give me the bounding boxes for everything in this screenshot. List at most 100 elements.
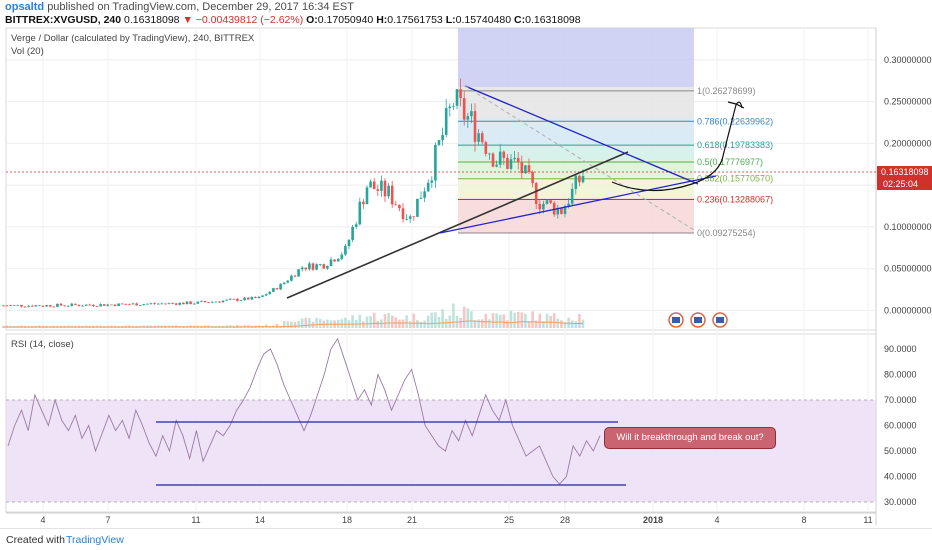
high-label: H: (376, 14, 388, 26)
rsi-tick-label: 40.0000 (884, 472, 917, 482)
candle-body (282, 282, 286, 285)
candle-body (560, 207, 563, 214)
triangle-lower-line[interactable] (439, 175, 717, 234)
candle-body (426, 182, 430, 192)
volume-legend: Vol (20) (11, 46, 44, 57)
volume-bar (405, 315, 408, 328)
flag-canton (672, 317, 680, 323)
fib-zone-4 (458, 160, 694, 177)
candle-body (419, 197, 423, 199)
candle-body (394, 204, 398, 206)
candle-body (23, 306, 27, 308)
candle-body (63, 305, 66, 307)
candle-body (102, 304, 106, 306)
candlesticks[interactable] (2, 78, 585, 308)
chart-canvas[interactable]: 1(0.26278699) 0.786(0.22639962) 0.618(0.19… (0, 0, 932, 528)
volume-bar (416, 320, 419, 328)
candle-body (495, 164, 498, 167)
volume-bar (398, 319, 401, 328)
candle-body (311, 263, 315, 270)
event-flags[interactable] (668, 312, 728, 328)
candle-body (261, 295, 264, 297)
candle-body (142, 304, 146, 306)
time-tick-label: 11 (863, 515, 872, 525)
fib-diagonal-line (464, 85, 695, 231)
candle-body (531, 172, 534, 184)
fib-zone-1 (458, 87, 694, 118)
time-axis[interactable]: 4 7 11 14 18 21 25 28 2018 4 8 11 (40, 515, 872, 525)
volume-bar (275, 323, 279, 328)
candle-body (333, 259, 336, 262)
candle-body (99, 304, 102, 307)
candle-body (326, 266, 329, 269)
candle-body (232, 298, 236, 300)
price-pane[interactable] (5, 27, 877, 331)
candle-body (527, 165, 531, 173)
low-label: L: (445, 14, 456, 26)
time-tick-label: 28 (560, 515, 570, 525)
candle-body (286, 280, 290, 283)
volume-bar (513, 312, 516, 328)
volume-bar (563, 321, 567, 328)
candle-body (16, 304, 20, 306)
volume-bar (552, 313, 556, 328)
candle-body (452, 105, 455, 107)
rsi-tick-label: 70.0000 (884, 395, 917, 405)
candle-body (81, 305, 84, 307)
volume-bar (293, 321, 297, 328)
tradingview-logo[interactable]: TradingView (66, 534, 124, 546)
candle-body (498, 151, 502, 165)
candle-body (27, 305, 30, 307)
fibonacci-retracement[interactable] (458, 28, 694, 233)
candle-body (268, 291, 272, 295)
candle-body (462, 98, 466, 120)
low-value: 0.15740480 (455, 14, 512, 26)
candle-body (214, 301, 218, 303)
candle-body (308, 263, 311, 270)
candle-body (174, 303, 178, 305)
author-link[interactable]: opsaltd (5, 1, 45, 13)
rsi-tick-label: 30.0000 (884, 497, 917, 507)
countdown-tag: 02:25:04 (877, 178, 932, 190)
candle-body (120, 303, 124, 305)
candle-body (218, 301, 221, 303)
rsi-axis[interactable]: 30.0000 40.0000 50.0000 60.0000 70.0000 80.00… (884, 344, 917, 507)
volume-bar (466, 308, 470, 328)
candle-body (207, 302, 210, 303)
candle-body (520, 162, 524, 174)
candle-body (304, 267, 308, 270)
candle-body (189, 301, 192, 305)
high-value: 0.17561753 (387, 14, 443, 26)
rsi-tick-label: 80.0000 (884, 370, 917, 380)
volume-bar (556, 318, 560, 328)
callout-note[interactable]: Will it breakthrough and break out? (604, 427, 776, 449)
candle-body (351, 226, 354, 240)
candle-body (164, 303, 167, 305)
candle-body (513, 157, 516, 160)
candle-body (2, 305, 5, 307)
candle-body (534, 183, 538, 204)
candle-body (56, 303, 59, 307)
volume-bar (448, 315, 452, 328)
candle-body (300, 267, 304, 270)
volume-bar (390, 315, 394, 328)
candle-body (264, 294, 268, 296)
flag-canton (716, 317, 724, 323)
volume-bar (560, 320, 563, 328)
candle-body (200, 301, 203, 302)
symbol-label: BITTREX:XVGUSD, 240 (5, 14, 122, 26)
projection-arrow[interactable] (611, 101, 743, 192)
price-tick-label: 0.20000000 (884, 138, 932, 148)
candle-body (5, 305, 9, 307)
volume-bar (2, 325, 5, 328)
fib-zone-2 (458, 118, 694, 143)
price-tick-label: 0.30000000 (884, 55, 932, 65)
volume-bar (542, 321, 545, 328)
candle-body (34, 305, 38, 307)
candle-body (297, 269, 300, 277)
triangle-upper-line[interactable] (464, 85, 699, 185)
candle-body (362, 201, 365, 205)
volume-bar (430, 312, 434, 328)
candle-body (106, 304, 110, 306)
uptrend-line[interactable] (286, 151, 629, 299)
